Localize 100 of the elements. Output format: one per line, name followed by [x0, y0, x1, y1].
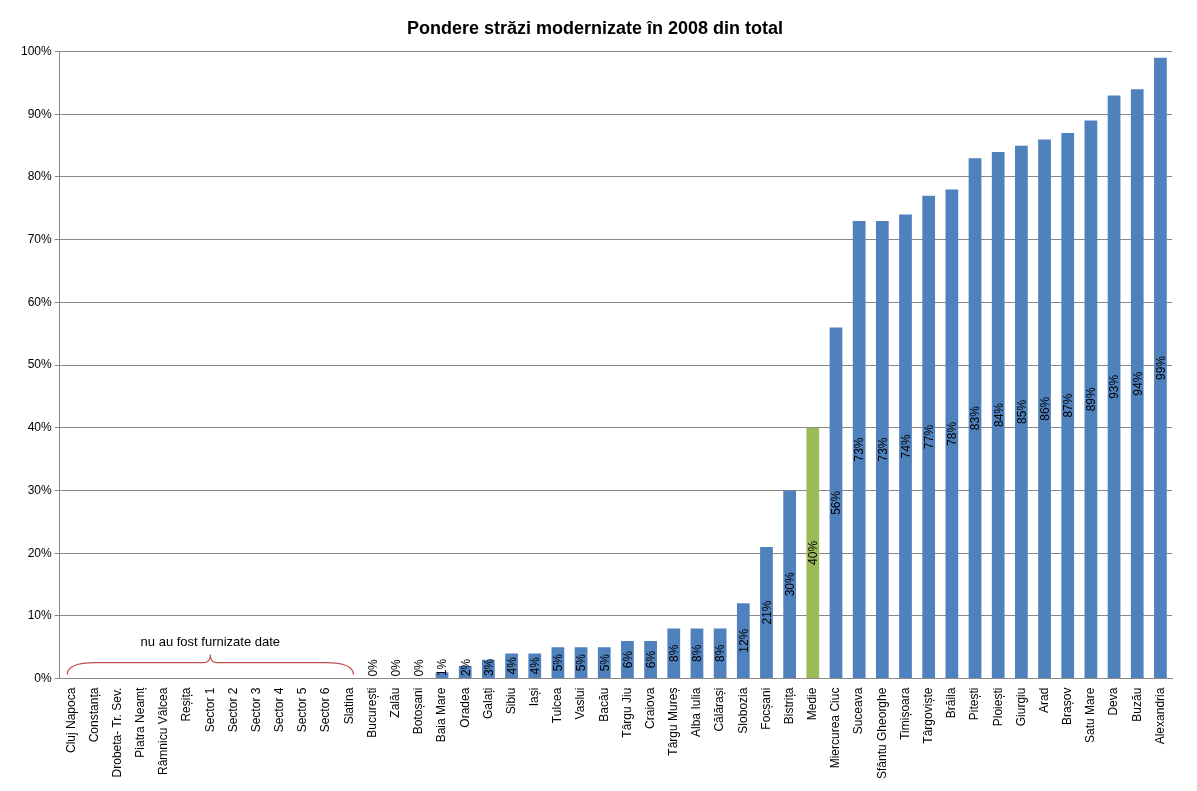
data-label: 99%: [1153, 355, 1168, 380]
x-tick-label: Târgu Jiu: [619, 687, 634, 738]
y-tick-label: 100%: [20, 43, 53, 58]
x-tick-label: Miercurea Ciuc: [828, 687, 843, 769]
data-label: 0%: [365, 658, 380, 677]
x-tick-label: Sector 4: [272, 687, 287, 733]
x-tick-label: Sector 5: [295, 687, 310, 733]
x-tick-label: Suceava: [851, 687, 866, 735]
data-label: 56%: [829, 490, 844, 515]
y-tick-label: 90%: [27, 106, 53, 121]
data-label: 86%: [1037, 396, 1052, 421]
y-tick-label: 80%: [27, 169, 53, 184]
bar: [1084, 120, 1098, 679]
x-tick-label: Deva: [1106, 687, 1121, 716]
x-tick-label: Bacău: [596, 687, 611, 722]
x-tick-label: Drobeta- Tr. Sev.: [109, 687, 124, 778]
data-label: 77%: [921, 424, 936, 449]
data-label: 4%: [504, 656, 519, 675]
x-tick-label: Slobozia: [735, 687, 750, 734]
x-tick-label: Pitești: [967, 687, 982, 721]
x-tick-label: Craiova: [642, 687, 657, 729]
bar: [991, 151, 1005, 679]
bar: [783, 490, 797, 679]
x-tick-label: Tulcea: [550, 687, 565, 724]
x-tick-label: Târgoviște: [920, 687, 935, 744]
x-tick-label: Constanța: [86, 687, 101, 743]
x-tick-label: Vaslui: [573, 687, 588, 720]
bar: [899, 214, 912, 679]
x-tick-label: București: [364, 687, 379, 738]
x-tick-label: Sector 1: [202, 687, 217, 733]
annotation: nu au fost furnizate date: [140, 633, 281, 649]
data-label: 6%: [620, 650, 635, 669]
data-label: 4%: [528, 656, 543, 675]
bar: [1015, 145, 1028, 679]
bar: [968, 158, 982, 679]
data-label: 5%: [551, 653, 566, 672]
y-tick-label: 20%: [27, 545, 53, 560]
x-tick-label: Bistrița: [781, 687, 796, 725]
x-tick-label: Reșița: [179, 687, 194, 722]
data-label: 74%: [898, 434, 913, 459]
data-label: 21%: [759, 600, 774, 625]
bar: [1130, 89, 1144, 679]
data-label: 8%: [667, 644, 682, 662]
data-label: 5%: [597, 653, 612, 672]
x-tick-label: Baia Mare: [434, 687, 449, 743]
data-label: 89%: [1084, 387, 1099, 412]
data-label: 5%: [574, 653, 589, 672]
data-label: 0%: [412, 658, 427, 677]
y-tick-label: 50%: [27, 357, 53, 372]
x-tick-label: Alexandria: [1152, 687, 1167, 745]
x-tick-label: Botoșani: [411, 687, 426, 735]
data-label: 85%: [1014, 399, 1029, 424]
data-label: 1%: [435, 658, 450, 677]
x-tick-label: Oradea: [457, 687, 472, 728]
data-label: 73%: [852, 437, 867, 462]
data-label: 3%: [481, 658, 496, 677]
data-label: 87%: [1061, 393, 1076, 418]
x-tick-label: Târgu Mureș: [666, 687, 681, 756]
data-label: 84%: [991, 402, 1006, 428]
x-tick-label: Călărași: [712, 687, 727, 732]
x-tick-label: Brăila: [944, 687, 959, 719]
bar: [1154, 57, 1167, 679]
x-tick-label: Sibiu: [503, 687, 518, 715]
x-tick-label: Satu Mare: [1083, 687, 1098, 743]
x-tick-label: Brașov: [1060, 687, 1075, 725]
y-tick-label: 40%: [27, 420, 53, 435]
x-tick-label: Iași: [527, 687, 542, 707]
bar: [1061, 133, 1075, 679]
data-label: 93%: [1107, 374, 1122, 399]
y-tick-label: 30%: [27, 482, 53, 497]
data-label: 94%: [1130, 371, 1145, 396]
data-label: 0%: [389, 658, 404, 677]
bar: [945, 189, 959, 679]
x-tick-label: Sfântu Gheorghe: [874, 687, 889, 780]
data-label: 40%: [806, 540, 821, 565]
data-label: 8%: [690, 644, 705, 662]
bar: [922, 195, 936, 679]
x-tick-label: Sector 6: [318, 687, 333, 733]
data-label: 30%: [782, 571, 797, 597]
x-tick-label: Zalău: [388, 687, 403, 718]
data-label: 78%: [945, 421, 960, 446]
y-tick-label: 0%: [34, 670, 53, 685]
x-tick-label: Arad: [1036, 687, 1051, 713]
data-label: 2%: [458, 658, 473, 677]
x-tick-label: Giurgiu: [1013, 687, 1028, 727]
x-tick-label: Alba Iulia: [689, 687, 704, 737]
x-tick-label: Ploiești: [990, 687, 1005, 727]
x-tick-label: Cluj Napoca: [63, 687, 78, 753]
chart-title: Pondere străzi modernizate în 2008 din total: [406, 17, 784, 38]
data-label: 8%: [713, 644, 728, 662]
x-tick-label: Sector 3: [248, 687, 263, 733]
x-tick-label: Galați: [480, 687, 495, 719]
bar: [1038, 139, 1051, 679]
x-tick-label: Râmnicu Vâlcea: [156, 687, 171, 775]
bar: [760, 546, 773, 679]
x-tick-label: Sector 2: [225, 687, 240, 733]
data-label: 6%: [643, 650, 658, 669]
x-tick-label: Piatra Neamț: [133, 686, 148, 758]
data-label: 73%: [875, 437, 890, 462]
y-tick-label: 70%: [27, 232, 53, 247]
